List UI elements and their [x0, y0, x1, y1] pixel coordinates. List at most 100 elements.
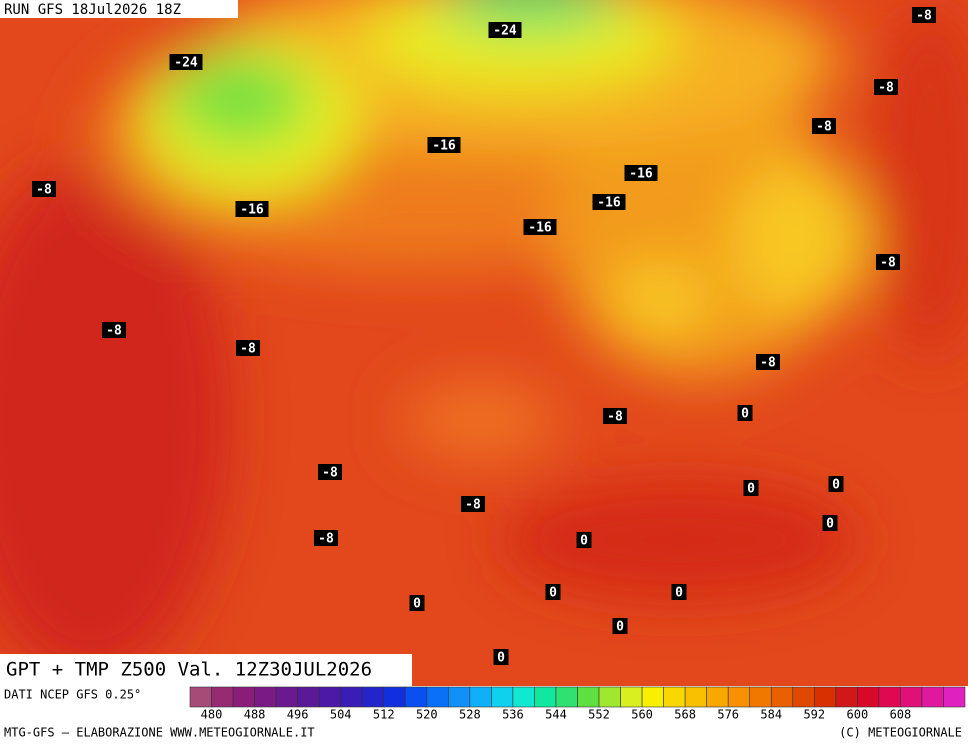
contour-label-box: [235, 201, 269, 217]
colorbar-swatch: [211, 686, 234, 708]
contour-label-box: [318, 464, 342, 480]
contour-label-box: [461, 496, 485, 512]
colorbar-swatch: [620, 686, 643, 708]
colorbar-tick-label: 592: [803, 708, 825, 722]
contour-label: 0: [741, 407, 749, 422]
contour-label-box: [32, 181, 56, 197]
colorbar-tick-label: 528: [459, 708, 481, 722]
colorbar-swatch: [814, 686, 837, 708]
contour-label-box: [612, 618, 628, 634]
contour-label: -16: [597, 196, 621, 211]
source-label: DATI NCEP GFS 0.25°: [4, 688, 141, 702]
colorbar-swatch: [857, 686, 880, 708]
credit: MTG-GFS — ELABORAZIONE WWW.METEOGIORNALE…: [4, 726, 315, 740]
contour-label-box: [912, 7, 936, 23]
contour-label: -8: [465, 498, 481, 513]
colorbar-swatch: [706, 686, 729, 708]
contour-label: -8: [816, 120, 832, 135]
contour-label: -8: [36, 183, 52, 198]
colorbar-swatch: [469, 686, 492, 708]
contour-label-box: [592, 194, 626, 210]
colorbar-tick-label: 488: [244, 708, 266, 722]
colorbar-swatch: [921, 686, 944, 708]
colorbar-tick-label: 496: [287, 708, 309, 722]
contour-label: 0: [616, 620, 624, 635]
colorbar-swatch: [361, 686, 385, 708]
colorbar-tick-label: 568: [674, 708, 696, 722]
contour-label: 0: [832, 478, 840, 493]
colorbar-swatch: [232, 686, 255, 708]
colorbar-tick-label: 544: [545, 708, 567, 722]
colorbar-swatch: [727, 686, 751, 708]
contour-label: 0: [826, 517, 834, 532]
colorbar-swatch: [275, 686, 298, 708]
contour-label: -16: [528, 221, 552, 236]
contour-label: -8: [878, 81, 894, 96]
contour-label-box: [756, 354, 780, 370]
colorbar-swatch: [534, 686, 557, 708]
colorbar-tick-label: 512: [373, 708, 395, 722]
colorbar-swatch: [254, 686, 277, 708]
title-box: [0, 654, 412, 686]
colorbar-swatch: [448, 686, 471, 708]
contour-label-box: [545, 584, 561, 600]
colorbar-swatch: [426, 686, 449, 708]
contour-label: 0: [675, 586, 683, 601]
colorbar-swatch: [641, 686, 664, 708]
map-title: GPT + TMP Z500 Val. 12Z30JUL2026: [6, 659, 372, 681]
run-label: RUN GFS 18Jul2026 18Z: [4, 2, 181, 18]
contour-label-box: [427, 137, 461, 153]
contour-label: -8: [318, 532, 334, 547]
colorbar-swatch: [555, 686, 578, 708]
colorbar-tick-label: 480: [201, 708, 223, 722]
colorbar-swatch: [189, 686, 212, 708]
contour-label-box: [314, 530, 338, 546]
contour-label-box: [102, 322, 126, 338]
colorbar-tick-label: 608: [890, 708, 912, 722]
copyright: (C) METEOGIORNALE: [839, 726, 962, 740]
colorbar-swatch: [835, 686, 858, 708]
contour-label: -8: [880, 256, 896, 271]
colorbar-swatch: [297, 686, 320, 708]
contour-label: -24: [174, 56, 198, 71]
colorbar-tick-label: 560: [631, 708, 653, 722]
contour-label-box: [828, 476, 844, 492]
contour-label: 0: [549, 586, 557, 601]
contour-label-box: [743, 480, 759, 496]
colorbar-swatch: [512, 686, 535, 708]
colorbar-tick-label: 600: [847, 708, 869, 722]
contour-label: -8: [760, 356, 776, 371]
colorbar-swatch: [770, 686, 794, 708]
contour-label: -16: [432, 139, 456, 154]
colorbar-swatch: [749, 686, 772, 708]
contour-label-box: [576, 532, 592, 548]
contour-label: -8: [322, 466, 338, 481]
map-field: [0, 0, 968, 686]
colorbar-swatch: [943, 686, 966, 708]
colorbar-tick-label: 536: [502, 708, 524, 722]
contour-label: -8: [607, 410, 623, 425]
contour-label-box: [493, 649, 509, 665]
colorbar-swatch: [340, 686, 363, 708]
contour-label-box: [409, 595, 425, 611]
contour-label: 0: [747, 482, 755, 497]
contour-label: -8: [916, 9, 932, 24]
colorbar-swatch: [318, 686, 341, 708]
contour-label: -24: [493, 24, 517, 39]
contour-label-box: [603, 408, 627, 424]
contour-label: 0: [497, 651, 505, 666]
colorbar-swatch: [404, 686, 428, 708]
contour-label: -8: [106, 324, 122, 339]
contour-label-box: [874, 79, 898, 95]
contour-label-box: [624, 165, 658, 181]
contour-label: -16: [629, 167, 653, 182]
contour-label: 0: [580, 534, 588, 549]
colorbar-swatch: [598, 686, 621, 708]
colorbar-tick-label: 504: [330, 708, 352, 722]
colorbar-tick-label: 520: [416, 708, 438, 722]
contour-label: -8: [240, 342, 256, 357]
contour-label-box: [523, 219, 557, 235]
colorbar-swatch: [878, 686, 901, 708]
contour-label-box: [236, 340, 260, 356]
